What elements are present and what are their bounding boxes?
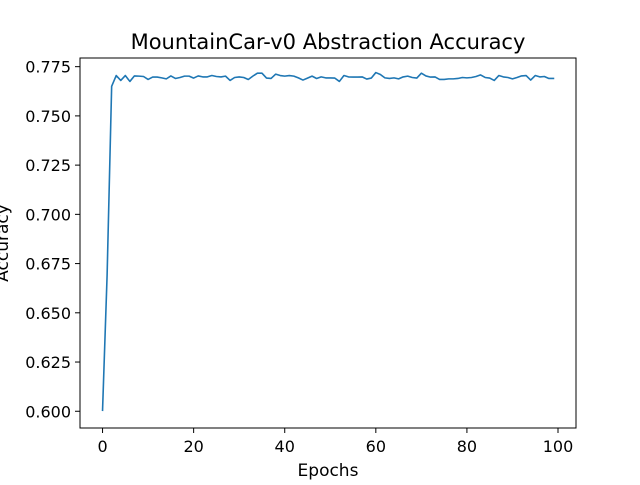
y-axis-label: Accuracy: [0, 204, 13, 282]
y-tick-label: 0.600: [25, 402, 71, 421]
plot-area: [101, 71, 555, 412]
y-tick-label: 0.700: [25, 205, 71, 224]
y-tick-label: 0.625: [25, 353, 71, 372]
y-tick-label: 0.725: [25, 156, 71, 175]
x-tick-label: 20: [183, 437, 203, 456]
x-tick-label: 0: [97, 437, 107, 456]
plot-frame: [79, 57, 577, 429]
y-tick-label: 0.650: [25, 304, 71, 323]
axis-ticks: 0 20 40 60 80 100 0.600 0.625 0.650 0.675 0.700 0.7…: [25, 58, 573, 456]
y-tick-label: 0.775: [25, 58, 71, 77]
x-axis-label: Epochs: [298, 461, 359, 480]
chart-title: MountainCar-v0 Abstraction Accuracy: [131, 30, 526, 54]
accuracy-line: [101, 71, 555, 412]
y-tick-label: 0.675: [25, 255, 71, 274]
x-tick-label: 100: [543, 437, 574, 456]
y-tick-label: 0.750: [25, 107, 71, 126]
x-tick-label: 40: [275, 437, 295, 456]
x-tick-label: 80: [457, 437, 477, 456]
x-tick-label: 60: [366, 437, 386, 456]
